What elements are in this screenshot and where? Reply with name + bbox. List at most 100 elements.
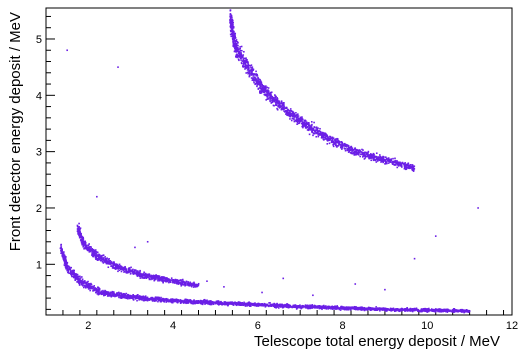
data-point (262, 85, 265, 87)
data-point (336, 144, 338, 147)
data-point (157, 300, 159, 303)
data-point (348, 146, 350, 148)
data-point (271, 100, 274, 103)
data-point (79, 279, 81, 281)
data-point (103, 261, 106, 263)
data-point (144, 299, 147, 301)
data-point (260, 83, 262, 85)
data-point (407, 162, 410, 165)
data-point (71, 273, 74, 275)
data-point (130, 295, 132, 298)
data-point (146, 276, 149, 278)
data-point (407, 309, 410, 311)
data-point (253, 73, 255, 75)
data-point (415, 307, 418, 310)
data-point (242, 63, 245, 65)
data-point (248, 75, 251, 78)
data-point (60, 246, 63, 248)
data-point (231, 303, 234, 306)
data-point (232, 31, 234, 34)
data-point (128, 296, 131, 298)
data-point (288, 305, 291, 307)
data-point (103, 292, 105, 295)
data-point (247, 67, 250, 69)
data-point (206, 301, 209, 303)
data-point (86, 247, 89, 250)
data-point (122, 295, 125, 298)
data-point (183, 299, 186, 302)
data-point (80, 235, 82, 238)
data-point (327, 138, 329, 141)
data-point (114, 268, 117, 270)
data-point (123, 268, 126, 271)
data-point (78, 236, 81, 239)
data-point (288, 304, 291, 307)
data-point (140, 273, 143, 275)
data-point (375, 309, 377, 311)
data-point (168, 281, 170, 284)
data-point (88, 243, 90, 245)
data-point (95, 258, 98, 260)
data-point (411, 309, 414, 312)
data-point (376, 157, 379, 160)
data-point (333, 143, 336, 145)
data-point (77, 281, 80, 284)
data-point (196, 301, 199, 304)
data-point (351, 306, 354, 308)
data-point (297, 117, 300, 120)
data-point (147, 276, 150, 278)
data-point (331, 305, 333, 308)
data-point (357, 149, 359, 152)
data-point (158, 275, 161, 277)
data-point (124, 297, 126, 299)
data-point (370, 308, 373, 311)
data-point (154, 297, 157, 300)
data-point (315, 127, 318, 129)
data-point (235, 54, 238, 56)
data-point (108, 262, 111, 264)
data-point (99, 259, 102, 262)
data-point (70, 272, 72, 275)
data-point (344, 148, 347, 150)
data-point (64, 260, 66, 262)
data-point (273, 100, 276, 103)
data-point (272, 99, 275, 102)
data-point (192, 282, 194, 285)
data-point (191, 300, 194, 303)
data-point (232, 42, 235, 44)
data-point (164, 298, 167, 301)
data-point (286, 306, 288, 308)
data-point (269, 304, 272, 307)
data-point (233, 46, 236, 48)
data-point (392, 308, 395, 311)
data-point (94, 253, 96, 255)
data-point (101, 291, 104, 294)
data-point (393, 161, 396, 164)
data-point (339, 146, 342, 149)
data-point (160, 300, 162, 302)
data-point (119, 292, 122, 294)
data-point (381, 307, 384, 310)
data-point (127, 295, 130, 298)
data-point (305, 307, 308, 309)
data-point (264, 88, 267, 91)
data-point (241, 301, 244, 304)
data-point (86, 283, 88, 286)
data-point (276, 107, 278, 110)
data-point (184, 301, 186, 303)
data-point (353, 150, 356, 153)
data-point (286, 110, 289, 112)
data-point (275, 95, 277, 98)
data-point (189, 301, 192, 304)
data-point (115, 293, 117, 296)
data-point (387, 157, 390, 159)
data-point (207, 303, 209, 305)
data-point (361, 308, 363, 311)
data-point (199, 299, 202, 302)
data-point (96, 258, 99, 260)
data-point (74, 278, 77, 281)
data-point (295, 116, 298, 119)
data-point (243, 303, 246, 305)
data-point (150, 275, 153, 277)
data-point (377, 159, 380, 161)
